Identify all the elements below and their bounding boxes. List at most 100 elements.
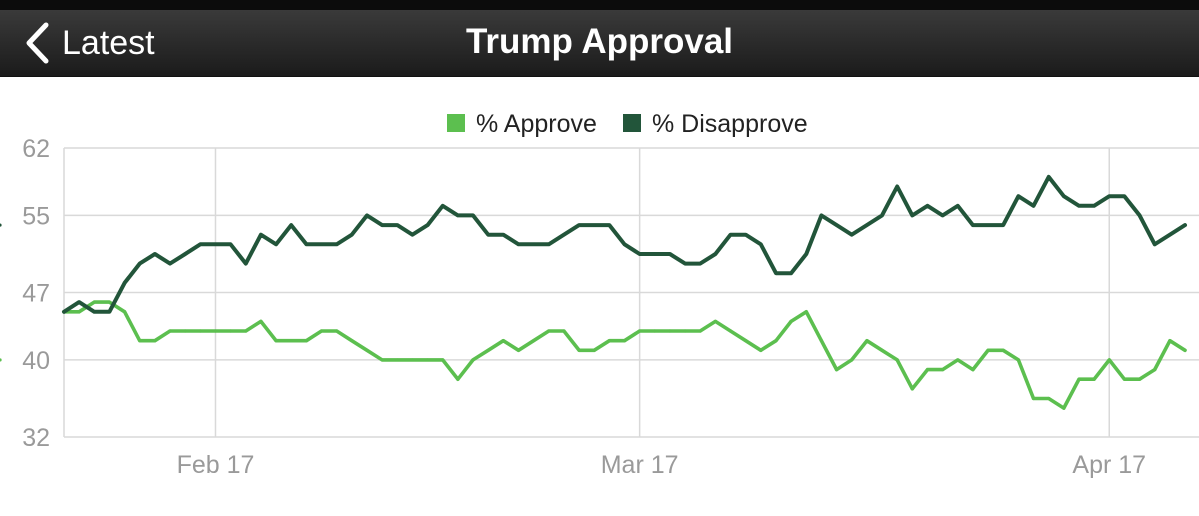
data-point — [471, 213, 475, 218]
data-point — [350, 233, 354, 237]
data-point — [1047, 175, 1051, 179]
data-point — [1016, 194, 1020, 198]
data-point — [77, 300, 81, 304]
data-point — [925, 367, 930, 372]
data-point — [183, 252, 187, 256]
back-button[interactable]: Latest — [24, 18, 155, 68]
status-bar — [0, 0, 1199, 10]
data-point — [532, 242, 536, 246]
data-point — [895, 184, 899, 189]
x-tick-label: Apr 17 — [1072, 451, 1146, 479]
data-point — [1062, 194, 1066, 198]
data-point — [1183, 348, 1187, 352]
data-point — [834, 223, 839, 227]
chart-legend: % Approve % Disapprove — [447, 110, 808, 138]
data-point — [562, 329, 566, 333]
data-point — [698, 329, 702, 333]
data-point — [198, 329, 202, 333]
data-point — [728, 233, 733, 237]
data-point — [1183, 223, 1187, 227]
data-point — [850, 233, 854, 237]
data-point — [683, 262, 687, 266]
data-point — [1077, 377, 1081, 381]
x-tick-label: Feb 17 — [177, 451, 255, 479]
data-point — [244, 329, 248, 333]
data-point — [138, 339, 142, 343]
data-point — [92, 300, 96, 304]
data-point — [1122, 194, 1127, 198]
data-point — [410, 358, 415, 362]
data-point — [304, 339, 308, 343]
data-point — [1092, 377, 1096, 381]
data-point — [759, 348, 763, 352]
data-point — [971, 223, 975, 227]
data-point — [289, 223, 293, 227]
data-point — [728, 329, 733, 333]
data-point — [1122, 377, 1127, 381]
data-point — [1137, 377, 1142, 381]
data-point — [895, 358, 899, 362]
y-tick-label: 47 — [22, 280, 50, 308]
data-point — [153, 252, 157, 256]
data-point — [941, 367, 945, 372]
data-point — [244, 262, 248, 266]
data-point — [880, 348, 884, 352]
data-point — [789, 271, 793, 275]
data-point — [622, 242, 627, 246]
data-point — [62, 310, 66, 314]
x-axis-ticks: Feb 17 Mar 17 Apr 17 — [177, 451, 1147, 479]
data-point — [486, 233, 490, 237]
data-point — [138, 262, 142, 266]
data-point — [380, 358, 384, 362]
data-point — [622, 339, 627, 343]
y-tick-label: 32 — [22, 424, 50, 452]
data-point — [274, 339, 278, 343]
series-lines — [0, 174, 1187, 410]
data-point — [122, 281, 127, 285]
data-point — [1031, 204, 1036, 208]
data-point — [456, 377, 460, 381]
data-point — [804, 310, 808, 314]
data-point — [289, 339, 293, 343]
data-point — [577, 223, 581, 227]
series-line-approve — [62, 300, 1187, 410]
data-point — [759, 242, 763, 246]
data-point — [229, 329, 233, 333]
data-point — [653, 252, 657, 256]
data-point — [1016, 358, 1020, 362]
data-point — [395, 223, 399, 227]
data-point — [259, 233, 263, 237]
data-point — [971, 367, 975, 372]
data-point — [274, 242, 278, 246]
data-point — [335, 329, 339, 333]
data-point — [1001, 348, 1005, 352]
data-point — [1153, 367, 1157, 372]
data-point — [501, 233, 505, 237]
y-axis-ticks: 62 55 47 40 32 — [22, 135, 50, 452]
data-point — [941, 213, 945, 218]
data-point — [577, 348, 581, 352]
series-approve — [0, 300, 1187, 410]
data-point — [698, 262, 702, 266]
data-point — [1092, 204, 1096, 208]
data-point — [229, 242, 233, 246]
data-point — [865, 339, 869, 343]
data-point — [653, 329, 657, 333]
data-point — [880, 213, 884, 218]
data-point — [668, 329, 672, 333]
data-point — [850, 358, 854, 362]
data-point — [1031, 396, 1036, 401]
data-point — [107, 300, 112, 304]
data-point — [592, 223, 596, 227]
data-point — [183, 329, 187, 333]
data-point — [638, 252, 642, 256]
data-point — [1107, 194, 1111, 198]
data-point — [744, 233, 748, 237]
legend-swatch — [447, 114, 465, 132]
data-point — [319, 329, 324, 333]
data-point — [516, 348, 521, 352]
data-point — [607, 339, 611, 343]
page-title: Trump Approval — [465, 22, 734, 61]
data-point — [1137, 213, 1142, 218]
data-point — [668, 252, 672, 256]
